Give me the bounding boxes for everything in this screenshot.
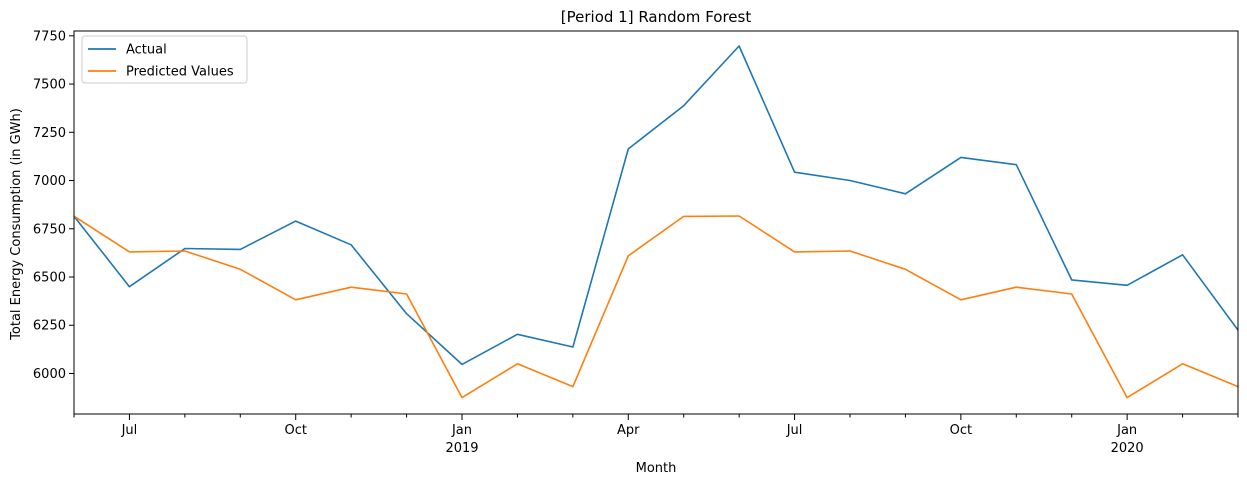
x-axis: Jul Oct Jan 2019 Apr Jul Oct Jan 2020 [73,414,1239,456]
y-tick-label: 6500 [33,271,66,286]
x-tick-year-label: 2020 [1111,441,1144,456]
x-tick-year-label: 2019 [445,441,478,456]
legend-box [81,35,248,84]
y-tick-label: 7500 [33,78,66,93]
x-tick-label: Oct [284,423,306,438]
x-axis-title: Month [636,461,677,476]
x-tick-label: Apr [617,423,640,438]
y-tick-label: 7000 [33,174,66,189]
x-tick-label: Jul [786,423,803,438]
y-axis: 6000 6250 6500 6750 7000 7250 7500 7750 [33,29,74,382]
series-line-1 [73,215,1239,399]
y-tick-label: 7750 [33,29,66,44]
x-tick-label: Oct [950,423,972,438]
x-tick-label: Jan [1116,423,1137,438]
y-tick-label: 6250 [33,319,66,334]
x-tick-label: Jan [451,423,472,438]
legend-label: Predicted Values [126,65,234,80]
series-layer [73,45,1239,399]
y-axis-title: Total Energy Consumption (in GWh) [9,108,24,341]
series-line-0 [73,45,1239,366]
y-tick-label: 6750 [33,222,66,237]
chart-title: [Period 1] Random Forest [561,8,752,26]
legend-label: Actual [126,43,167,58]
y-tick-label: 6000 [33,367,66,382]
legend: Actual Predicted Values [81,35,248,84]
x-tick-label: Jul [121,423,138,438]
plot-frame [73,30,1239,415]
y-tick-label: 7250 [33,126,66,141]
